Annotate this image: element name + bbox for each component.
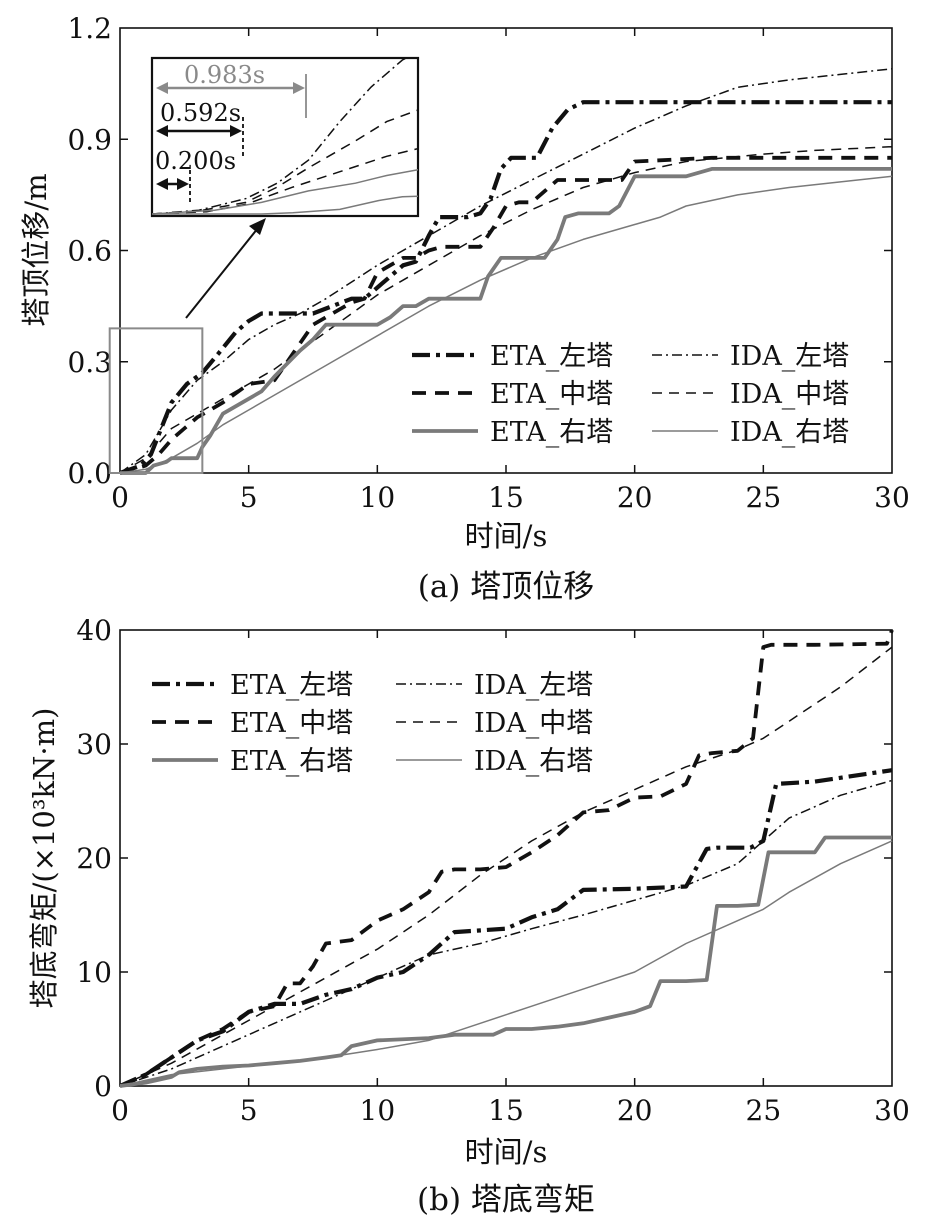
legend-label: IDA_右塔 (474, 746, 593, 777)
series-line-IDA_中塔 (119, 646, 893, 1087)
panel-b: 0 5 10 15 20 25 30 0 10 20 30 40 ETA_左塔 ETA_中塔 ETA_右塔… (27, 614, 910, 1218)
inset-curve (152, 109, 418, 215)
panel-b-caption: (b) 塔底弯矩 (417, 1182, 595, 1218)
x-tick-label: 25 (746, 481, 782, 514)
x-tick-label: 20 (617, 1094, 653, 1127)
panel-b-ticks: 0 5 10 15 20 25 30 0 10 20 30 40 (76, 614, 909, 1127)
legend-label: ETA_右塔 (490, 417, 613, 448)
y-tick-label: 0.9 (67, 123, 112, 156)
y-tick-label: 0.6 (67, 235, 112, 268)
y-tick-label: 1.2 (67, 12, 112, 45)
legend-label: ETA_中塔 (490, 379, 613, 410)
legend-label: IDA_右塔 (730, 417, 849, 448)
inset-dim-arrow-left (156, 125, 168, 137)
x-tick-label: 5 (240, 481, 258, 514)
x-tick-label: 10 (360, 481, 396, 514)
series-line-ETA_左塔 (119, 100, 892, 475)
inset-dim-arrow-right (293, 82, 305, 94)
x-tick-label: 15 (488, 481, 524, 514)
legend-label: IDA_左塔 (474, 670, 593, 701)
x-tick-label: 0 (111, 1094, 129, 1127)
series-line-ETA_右塔 (119, 835, 892, 1088)
inset-annotation-label: 0.983s (184, 61, 265, 89)
x-tick-label: 15 (488, 1094, 524, 1127)
inset-annotation-label: 0.592s (160, 99, 241, 127)
inset-dim-arrow-left (156, 82, 168, 94)
panel-b-series (119, 629, 894, 1088)
y-tick-label: 0 (94, 1070, 112, 1103)
panel-a-caption: (a) 塔顶位移 (418, 569, 595, 605)
panel-a-ylabel: 塔顶位移/m (19, 173, 53, 326)
legend-label: ETA_左塔 (490, 341, 613, 372)
inset-dim-arrow-left (156, 178, 168, 190)
y-tick-label: 40 (76, 614, 112, 647)
y-tick-label: 30 (76, 728, 112, 761)
y-tick-label: 10 (76, 956, 112, 989)
legend-label: ETA_右塔 (230, 746, 353, 777)
panel-a: 0 5 10 15 20 25 30 0.0 0.3 0.6 0.9 1.2 0.983s 0.592s… (19, 12, 910, 605)
panel-b-ylabel: 塔底弯矩/(×10³kN·m) (27, 708, 61, 1009)
panel-a-legend: ETA_左塔 ETA_中塔 ETA_右塔 IDA_左塔 IDA_中塔 IDA_右塔 (412, 341, 849, 448)
x-tick-label: 20 (617, 481, 653, 514)
legend-label: ETA_中塔 (230, 708, 353, 739)
legend-label: IDA_中塔 (730, 379, 849, 410)
x-tick-label: 10 (360, 1094, 396, 1127)
inset-dim-arrow-right (230, 125, 242, 137)
inset-curve (152, 58, 409, 215)
inset-curves (152, 58, 418, 215)
series-line-ETA_中塔 (119, 155, 892, 475)
y-tick-label: 0.0 (67, 457, 112, 490)
x-tick-label: 30 (874, 1094, 910, 1127)
panel-b-legend: ETA_左塔 ETA_中塔 ETA_右塔 IDA_左塔 IDA_中塔 IDA_右塔 (152, 670, 593, 777)
legend-label: IDA_中塔 (474, 708, 593, 739)
inset-dim-arrow-right (177, 178, 189, 190)
legend-label: IDA_左塔 (730, 341, 849, 372)
panel-a-xlabel: 时间/s (465, 519, 548, 553)
x-tick-label: 30 (874, 481, 910, 514)
inset-curve (152, 195, 418, 215)
zoom-region-box (108, 327, 204, 474)
inset-curve (152, 168, 418, 215)
zoom-arrow-shaft (185, 227, 259, 319)
x-tick-label: 25 (746, 1094, 782, 1127)
legend-label: ETA_左塔 (230, 670, 353, 701)
panel-b-xlabel: 时间/s (465, 1135, 548, 1169)
series-line-IDA_右塔 (119, 840, 893, 1087)
panel-a-ticks: 0 5 10 15 20 25 30 0.0 0.3 0.6 0.9 1.2 (67, 12, 909, 514)
x-tick-label: 5 (240, 1094, 258, 1127)
panel-a-inset: 0.983s 0.592s 0.200s (108, 56, 420, 474)
series-line-IDA_左塔 (119, 779, 893, 1087)
series-line-IDA_中塔 (119, 145, 893, 474)
zoom-arrow-head (249, 218, 266, 235)
series-line-ETA_中塔 (119, 629, 894, 1088)
inset-annotation-label: 0.200s (155, 147, 236, 175)
inset-curve (152, 147, 418, 215)
x-tick-label: 0 (111, 481, 129, 514)
y-tick-label: 20 (76, 842, 112, 875)
series-line-ETA_左塔 (119, 768, 893, 1088)
y-tick-label: 0.3 (67, 346, 112, 379)
